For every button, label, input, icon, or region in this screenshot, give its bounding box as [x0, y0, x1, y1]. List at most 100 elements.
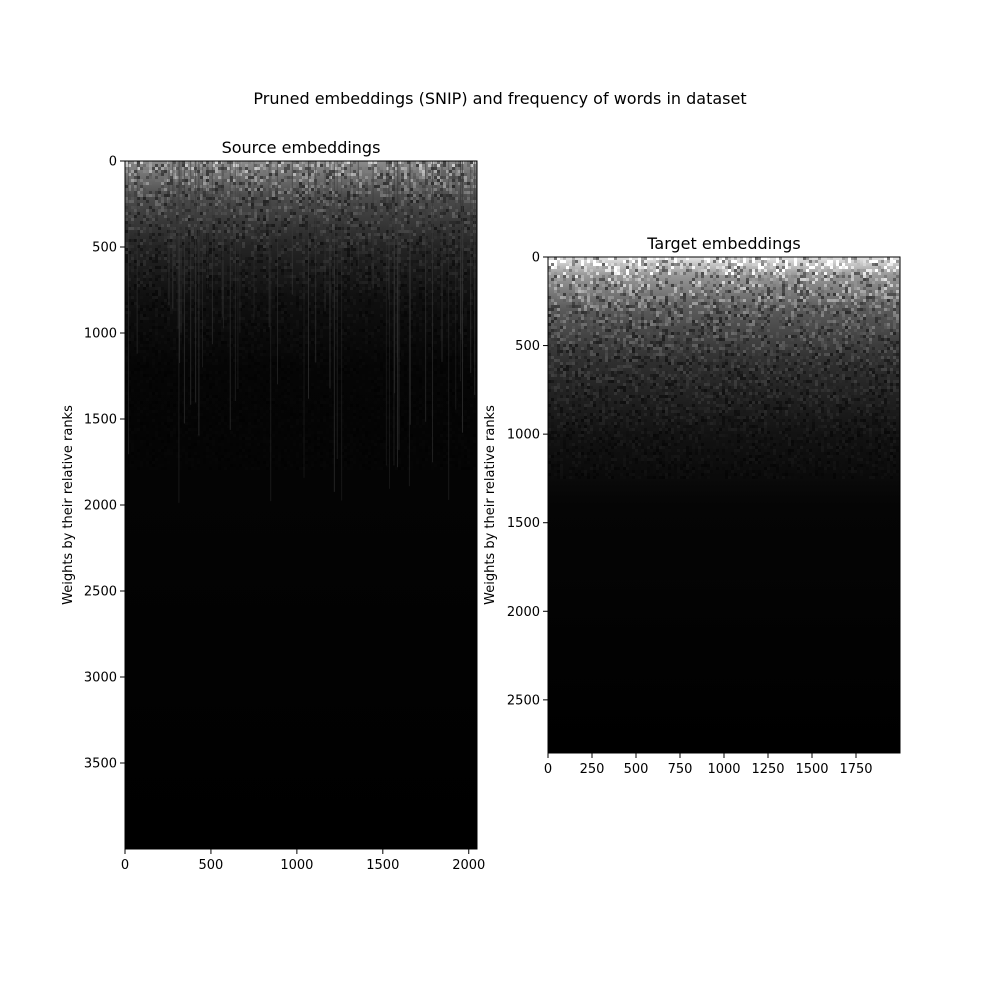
- source-heatmap-cell: [155, 260, 158, 263]
- source-heatmap-cell: [164, 266, 167, 269]
- source-heatmap-cell: [380, 170, 383, 173]
- source-heatmap-cell: [134, 344, 137, 347]
- source-heatmap-cell: [446, 170, 449, 173]
- source-heatmap-cell: [347, 245, 350, 248]
- source-heatmap-cell: [356, 284, 359, 287]
- source-heatmap-cell: [257, 215, 260, 218]
- source-heatmap-cell: [179, 296, 182, 299]
- source-heatmap-cell: [392, 161, 395, 164]
- source-heatmap-cell: [212, 254, 215, 257]
- source-heatmap-cell: [332, 272, 335, 275]
- source-heatmap-cell: [173, 281, 176, 284]
- source-heatmap-cell: [407, 380, 410, 383]
- source-heatmap-cell: [230, 185, 233, 188]
- source-heatmap-cell: [179, 197, 182, 200]
- source-heatmap-cell: [353, 260, 356, 263]
- source-heatmap-cell: [419, 377, 422, 380]
- source-heatmap-cell: [470, 173, 473, 176]
- source-heatmap-cell: [188, 266, 191, 269]
- source-heatmap-cell: [344, 197, 347, 200]
- source-heatmap-cell: [383, 242, 386, 245]
- source-heatmap-cell: [401, 395, 404, 398]
- source-heatmap-cell: [269, 290, 272, 293]
- source-heatmap-cell: [386, 350, 389, 353]
- source-heatmap-cell: [224, 197, 227, 200]
- source-heatmap-cell: [413, 248, 416, 251]
- source-heatmap-cell: [236, 344, 239, 347]
- source-heatmap-cell: [329, 335, 332, 338]
- source-heatmap-cell: [164, 188, 167, 191]
- source-heatmap-cell: [332, 344, 335, 347]
- source-heatmap-cell: [335, 227, 338, 230]
- source-heatmap-cell: [413, 362, 416, 365]
- source-heatmap-cell: [206, 161, 209, 164]
- source-heatmap-cell: [398, 374, 401, 377]
- source-heatmap-cell: [131, 188, 134, 191]
- source-heatmap-cell: [371, 377, 374, 380]
- source-heatmap-cell: [305, 269, 308, 272]
- source-heatmap-cell: [260, 230, 263, 233]
- source-heatmap-cell: [374, 287, 377, 290]
- source-heatmap-cell: [326, 323, 329, 326]
- source-heatmap-cell: [458, 341, 461, 344]
- source-heatmap-cell: [437, 275, 440, 278]
- source-heatmap-cell: [407, 302, 410, 305]
- source-heatmap-cell: [374, 200, 377, 203]
- source-heatmap-cell: [380, 191, 383, 194]
- source-heatmap-cell: [383, 179, 386, 182]
- source-heatmap-cell: [125, 221, 128, 224]
- source-heatmap-cell: [416, 380, 419, 383]
- source-heatmap-cell: [374, 170, 377, 173]
- source-heatmap-cell: [239, 344, 242, 347]
- source-heatmap-cell: [425, 227, 428, 230]
- source-heatmap-cell: [239, 209, 242, 212]
- source-heatmap-cell: [305, 326, 308, 329]
- source-heatmap-cell: [413, 212, 416, 215]
- source-heatmap-cell: [401, 176, 404, 179]
- source-heatmap-cell: [413, 200, 416, 203]
- source-heatmap-cell: [296, 344, 299, 347]
- source-heatmap-cell: [143, 269, 146, 272]
- source-heatmap-cell: [248, 203, 251, 206]
- source-heatmap-cell: [416, 347, 419, 350]
- source-heatmap-cell: [305, 254, 308, 257]
- source-heatmap-cell: [392, 374, 395, 377]
- source-heatmap-cell: [179, 188, 182, 191]
- source-heatmap-cell: [275, 371, 278, 374]
- source-heatmap-cell: [278, 230, 281, 233]
- source-heatmap-cell: [248, 272, 251, 275]
- source-heatmap-cell: [470, 224, 473, 227]
- source-heatmap-cell: [242, 296, 245, 299]
- source-heatmap-cell: [290, 191, 293, 194]
- source-heatmap-cell: [452, 371, 455, 374]
- source-heatmap-cell: [380, 305, 383, 308]
- source-heatmap-cell: [158, 308, 161, 311]
- source-heatmap-cell: [131, 197, 134, 200]
- source-heatmap-cell: [161, 212, 164, 215]
- source-heatmap-cell: [137, 338, 140, 341]
- source-heatmap-cell: [359, 395, 362, 398]
- source-heatmap-cell: [287, 200, 290, 203]
- source-heatmap-cell: [230, 176, 233, 179]
- source-heatmap-cell: [374, 227, 377, 230]
- source-heatmap-cell: [341, 329, 344, 332]
- source-heatmap-cell: [281, 302, 284, 305]
- source-heatmap-cell: [362, 353, 365, 356]
- source-heatmap-cell: [266, 197, 269, 200]
- source-heatmap-cell: [452, 305, 455, 308]
- source-heatmap-cell: [188, 254, 191, 257]
- source-heatmap-cell: [272, 371, 275, 374]
- source-heatmap-cell: [377, 224, 380, 227]
- source-heatmap-cell: [329, 389, 332, 392]
- source-heatmap-cell: [185, 323, 188, 326]
- source-heatmap-cell: [437, 194, 440, 197]
- source-heatmap-cell: [422, 254, 425, 257]
- source-heatmap-cell: [275, 320, 278, 323]
- source-heatmap-cell: [173, 245, 176, 248]
- source-heatmap-cell: [245, 374, 248, 377]
- source-heatmap-cell: [449, 260, 452, 263]
- source-heatmap-cell: [236, 368, 239, 371]
- source-heatmap-cell: [239, 323, 242, 326]
- source-heatmap-cell: [128, 374, 131, 377]
- source-heatmap-cell: [248, 263, 251, 266]
